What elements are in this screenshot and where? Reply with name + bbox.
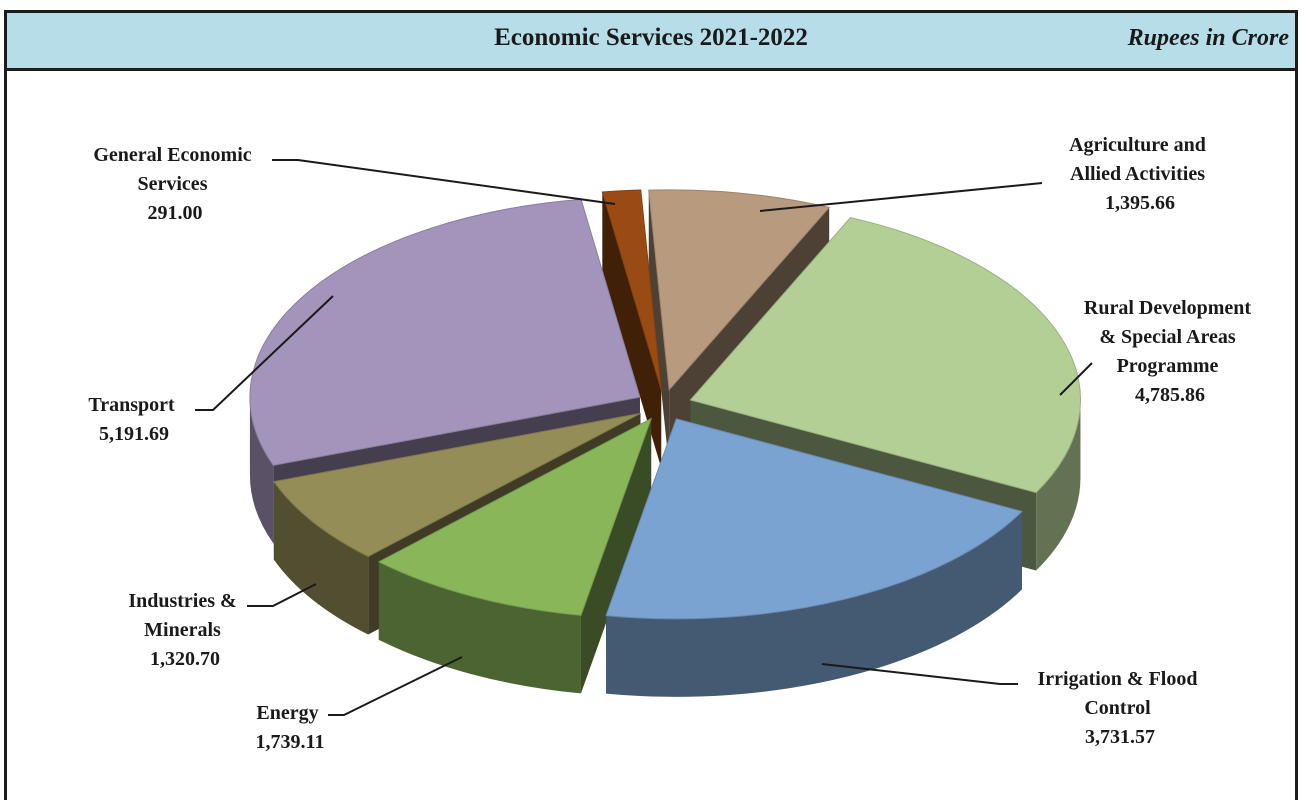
chart-title: Economic Services 2021-2022: [494, 24, 808, 51]
value-agriculture: 1,395.66: [1105, 192, 1175, 214]
leader-line-agriculture: [759, 182, 1043, 212]
slice-cut-face-agriculture: [648, 190, 670, 468]
leader-line-industries-minerals: [247, 583, 317, 607]
slice-rural-development: [689, 217, 1081, 494]
slice-general-economic-services: [601, 189, 662, 390]
slice-irrigation: [605, 418, 1023, 620]
value-transport: 5,191.69: [99, 423, 169, 445]
slice-side-rural-development: [1036, 399, 1081, 571]
label-energy: Energy 1,739.11: [256, 702, 325, 753]
slice-side-industries-minerals: [273, 481, 369, 635]
chart-header: Economic Services 2021-2022 Rupees in Cr…: [7, 13, 1295, 71]
unit-label: Rupees in Crore: [1127, 25, 1289, 51]
label-transport: Transport 5,191.69: [88, 394, 179, 445]
value-energy: 1,739.11: [256, 731, 325, 753]
slice-cut-face-general-economic-services: [602, 191, 662, 468]
leader-lines: [195, 159, 1093, 716]
pie-slices: [249, 189, 1081, 697]
label-general-economic-services: General Economic Services 291.00: [93, 144, 256, 224]
slice-side-irrigation: [606, 511, 1022, 697]
leader-line-transport: [195, 295, 334, 411]
label-rural-development: Rural Development & Special Areas Progra…: [1084, 297, 1256, 406]
slice-energy: [377, 417, 653, 616]
label-industries-minerals: Industries & Minerals 1,320.70: [128, 590, 241, 670]
label-agriculture: Agriculture and Allied Activities 1,395.…: [1069, 134, 1211, 214]
slice-side-transport: [249, 397, 274, 544]
value-general-economic-services: 291.00: [148, 202, 203, 224]
value-industries-minerals: 1,320.70: [150, 648, 220, 670]
slice-side-energy: [378, 561, 581, 694]
value-irrigation: 3,731.57: [1085, 726, 1155, 748]
slice-industries-minerals: [273, 412, 641, 558]
leader-line-energy: [328, 656, 463, 716]
leader-line-irrigation: [821, 663, 1018, 685]
value-rural-development: 4,785.86: [1135, 384, 1205, 406]
leader-line-rural-development: [1059, 362, 1093, 396]
slice-transport: [249, 198, 641, 466]
slice-cut-face-energy: [580, 418, 652, 694]
leader-line-general-economic-services: [272, 159, 616, 205]
label-irrigation: Irrigation & Flood Control 3,731.57: [1038, 668, 1203, 748]
